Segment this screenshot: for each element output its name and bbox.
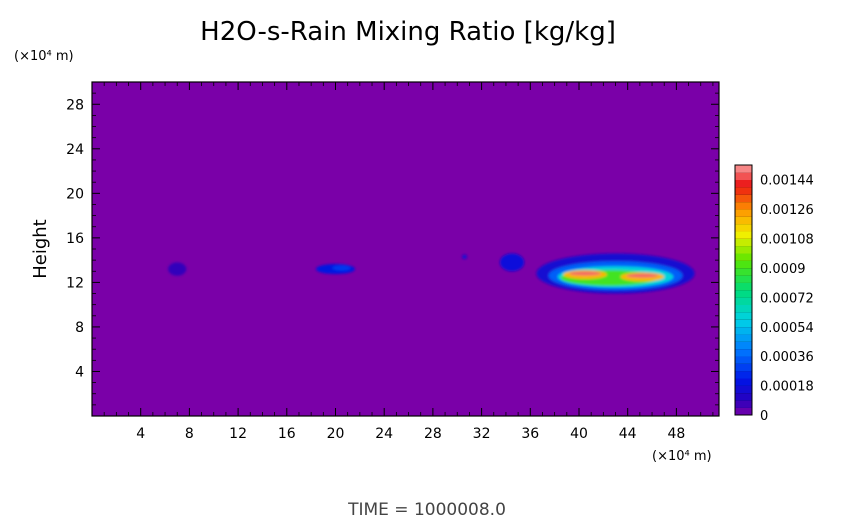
colorbar-band	[735, 319, 752, 328]
x-tick-label: 40	[570, 426, 588, 442]
x-tick-labels: 4 8 12 16 20 24 28 32 36 40 44 48	[136, 426, 685, 442]
colorbar-band	[735, 326, 752, 335]
colorbar-band	[735, 400, 752, 408]
colorbar-band	[735, 179, 752, 188]
colorbar-band	[735, 253, 752, 261]
colorbar-band	[735, 378, 752, 386]
colorbar-band	[735, 245, 752, 254]
colorbar-labels: 0 0.00018 0.00036 0.00054 0.00072 0.0009 0.001…	[760, 174, 814, 424]
x-tick-label: 36	[521, 426, 539, 442]
colorbar-band	[735, 216, 752, 225]
colorbar-band	[735, 334, 752, 342]
colorbar-frame	[734, 164, 753, 416]
colorbar-tick-label: 0.00054	[760, 321, 814, 336]
rain-feature-11	[569, 271, 601, 276]
colorbar-band	[735, 165, 752, 173]
colorbar-tick-label: 0.00072	[760, 291, 814, 306]
time-label: TIME = 1000008.0	[347, 500, 506, 519]
colorbar-tick-label: 0.00126	[760, 203, 814, 218]
x-tick-label: 16	[278, 426, 296, 442]
colorbar-band	[735, 223, 752, 232]
x-tick-label: 4	[136, 426, 145, 442]
y-axis-label: Height	[30, 219, 51, 279]
x-tick-label: 20	[327, 426, 345, 442]
x-tick-label: 48	[667, 426, 685, 442]
y-tick-label: 24	[66, 142, 84, 158]
colorbar-tick-label: 0.00036	[760, 350, 814, 365]
colorbar-band	[735, 267, 752, 276]
y-unit-label: (×10⁴ m)	[14, 49, 74, 64]
colorbar-band	[735, 209, 752, 217]
colorbar-tick-label: 0.0009	[760, 262, 806, 277]
colorbar-band	[735, 231, 752, 239]
colorbar-band	[735, 172, 752, 181]
plot-area	[92, 82, 719, 416]
y-tick-label: 4	[75, 364, 84, 380]
rain-feature-1	[462, 254, 467, 260]
rain-feature-0	[168, 262, 187, 276]
colorbar-tick-label: 0.00144	[760, 174, 814, 189]
colorbar	[735, 164, 752, 416]
colorbar-band	[735, 385, 752, 394]
y-tick-label: 28	[66, 97, 84, 113]
colorbar-band	[735, 187, 752, 195]
colorbar-band	[735, 370, 752, 379]
y-tick-label: 8	[75, 320, 84, 336]
colorbar-band	[735, 290, 752, 298]
y-tick-label: 20	[66, 186, 84, 202]
colorbar-band	[735, 304, 752, 313]
colorbar-band	[735, 282, 752, 291]
x-tick-label: 8	[185, 426, 194, 442]
plot-frame	[91, 81, 720, 417]
colorbar-band	[735, 407, 752, 416]
colorbar-band	[735, 275, 752, 283]
rain-features	[168, 253, 695, 294]
colorbar-band	[735, 341, 752, 350]
colorbar-tick-label: 0	[760, 409, 768, 424]
colorbar-tick-label: 0.00018	[760, 380, 814, 395]
rain-feature-5	[332, 265, 351, 271]
rain-feature-12	[626, 273, 659, 278]
axis-ticks	[92, 82, 719, 416]
colorbar-band	[735, 363, 752, 372]
colorbar-band	[735, 312, 752, 320]
y-tick-label: 12	[66, 275, 84, 291]
colorbar-tick-label: 0.00108	[760, 233, 814, 248]
colorbar-band	[735, 348, 752, 357]
x-tick-label: 12	[229, 426, 247, 442]
y-tick-labels: 4 8 12 16 20 24 28	[66, 97, 84, 380]
x-tick-label: 28	[424, 426, 442, 442]
colorbar-band	[735, 260, 752, 269]
colorbar-band	[735, 392, 752, 401]
x-tick-label: 44	[619, 426, 637, 442]
chart-title: H2O-s-Rain Mixing Ratio [kg/kg]	[200, 17, 616, 47]
x-tick-label: 32	[473, 426, 491, 442]
x-tick-label: 24	[375, 426, 393, 442]
colorbar-band	[735, 297, 752, 306]
x-unit-label: (×10⁴ m)	[652, 449, 712, 464]
colorbar-band	[735, 238, 752, 247]
y-tick-label: 16	[66, 231, 84, 247]
colorbar-band	[735, 194, 752, 203]
colorbar-band	[735, 201, 752, 210]
colorbar-band	[735, 356, 752, 364]
rain-feature-3	[499, 253, 525, 272]
